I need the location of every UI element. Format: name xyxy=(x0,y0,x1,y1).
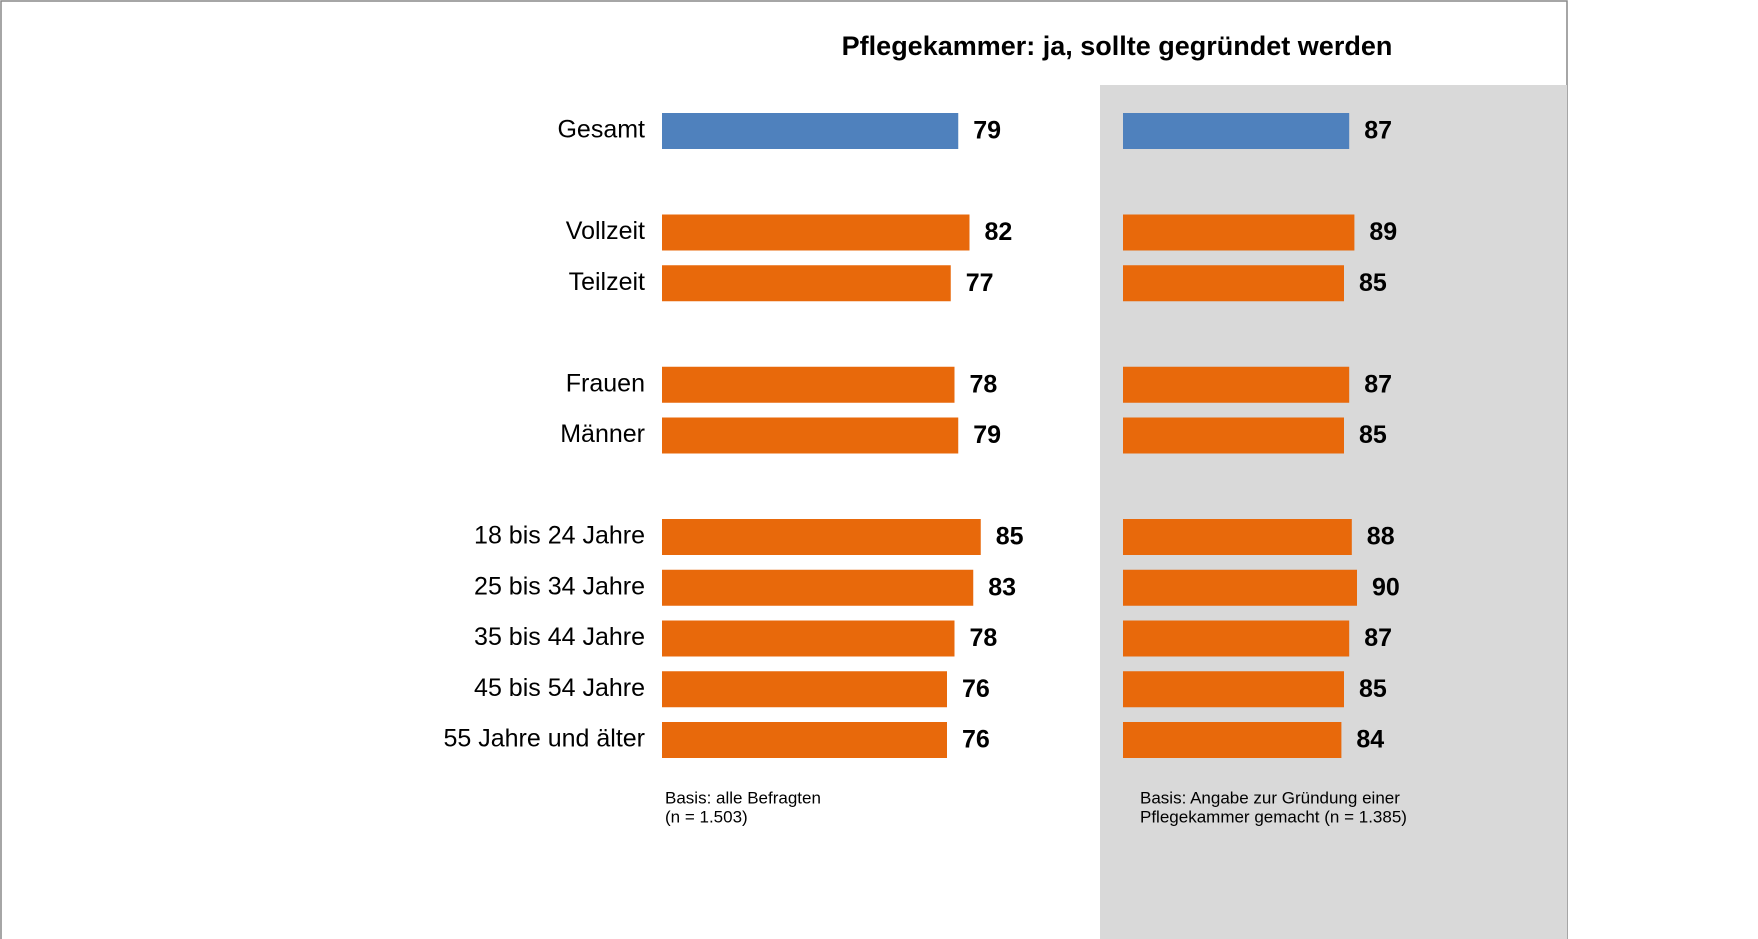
value-label: 85 xyxy=(1359,421,1387,449)
note: Basis: Angabe zur Gründung einer xyxy=(1140,788,1400,807)
value-label: 85 xyxy=(996,523,1024,551)
value-label: 82 xyxy=(985,218,1013,246)
category-label: 25 bis 34 Jahre xyxy=(474,572,645,600)
bar xyxy=(1123,417,1344,454)
value-label: 76 xyxy=(962,726,990,754)
bar xyxy=(1123,214,1355,251)
value-label: 84 xyxy=(1356,726,1384,754)
value-label: 79 xyxy=(973,421,1001,449)
value-label: 78 xyxy=(970,370,998,398)
bar xyxy=(1123,265,1344,302)
category-label: 18 bis 24 Jahre xyxy=(474,522,645,550)
bar xyxy=(1123,519,1352,555)
chart-title: Pflegekammer: ja, sollte gegründet werde… xyxy=(842,31,1393,61)
value-label: 87 xyxy=(1364,370,1392,398)
value-label: 78 xyxy=(970,624,998,652)
value-label: 85 xyxy=(1359,675,1387,703)
bar xyxy=(1123,722,1342,758)
value-label: 77 xyxy=(966,269,994,297)
bar xyxy=(1123,569,1357,606)
value-label: 76 xyxy=(962,675,990,703)
bar xyxy=(662,113,959,149)
category-label: Frauen xyxy=(566,369,645,397)
value-label: 88 xyxy=(1367,523,1395,551)
bar xyxy=(662,265,951,302)
bar xyxy=(662,671,947,708)
bar xyxy=(662,519,981,555)
value-label: 85 xyxy=(1359,269,1387,297)
category-label: Teilzeit xyxy=(569,268,645,296)
bar xyxy=(662,366,955,403)
bar xyxy=(662,620,955,657)
value-label: 83 xyxy=(988,573,1016,601)
category-label: Gesamt xyxy=(557,116,645,144)
category-label: 45 bis 54 Jahre xyxy=(474,674,645,702)
value-label: 79 xyxy=(973,117,1001,145)
value-label: 87 xyxy=(1364,624,1392,652)
value-label: 89 xyxy=(1369,218,1397,246)
category-label: 35 bis 44 Jahre xyxy=(474,623,645,651)
bar xyxy=(662,214,970,251)
value-label: 90 xyxy=(1372,573,1400,601)
bar xyxy=(662,417,959,454)
note: (n = 1.503) xyxy=(665,807,748,826)
note: Basis: alle Befragten xyxy=(665,788,821,807)
bar xyxy=(1123,620,1350,657)
note: Pflegekammer gemacht (n = 1.385) xyxy=(1140,807,1407,826)
bar xyxy=(1123,671,1344,708)
category-label: Vollzeit xyxy=(566,217,645,245)
bar xyxy=(662,569,974,606)
category-label: Männer xyxy=(560,420,645,448)
value-label: 87 xyxy=(1364,117,1392,145)
category-label: 55 Jahre und älter xyxy=(443,725,645,753)
bar xyxy=(1123,366,1350,403)
bar xyxy=(1123,113,1350,149)
bar xyxy=(662,722,947,758)
